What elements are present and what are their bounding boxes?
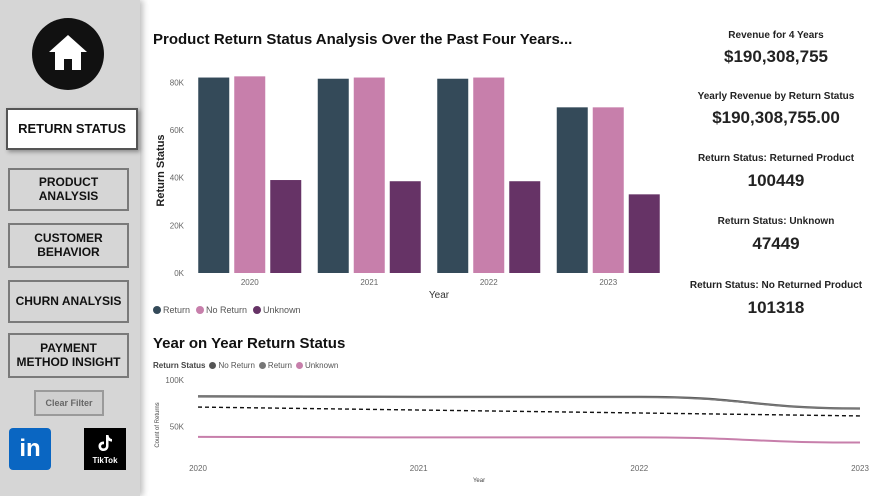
return-status-button[interactable]: RETURN STATUS [6,108,138,150]
bar-no-return-2023 [592,107,624,273]
yoy-x-tick-label: 2022 [630,464,648,473]
yoy-legend-label-no-return: No Return [218,361,255,370]
tiktok-label: TikTok [92,455,118,465]
yoy-return-status-line-chart: Count of Returns 100K 50K 2020 2021 2022 2023 Y… [155,376,869,484]
kpi-value-returned-product: 100449 [747,171,805,190]
linkedin-icon: in [19,435,41,462]
return-status-bar-chart: Return Status 0K 20K 40K 60K 80K 2020 2021 2022 2… [155,76,660,301]
legend-dot-unknown [253,306,262,314]
yoy-chart-legend: Return Status No Return Return Unknown [153,361,338,370]
yoy-y-tick-label: 50K [170,423,185,432]
bar-return-2020 [198,77,230,273]
tiktok-button[interactable]: TikTok [84,428,126,470]
product-analysis-button[interactable]: PRODUCT ANALYSIS [8,168,129,211]
legend-dot-return [153,306,161,314]
return-status-label: RETURN STATUS [18,120,126,136]
main-chart-title: Product Return Status Analysis Over the … [153,31,573,48]
y-tick-label: 20K [170,221,185,230]
y-tick-label: 0K [174,269,184,278]
yoy-legend-dot-unknown [295,362,303,369]
legend-item-unknown[interactable]: Unknown [253,305,301,315]
yoy-legend-dot-no-return [209,362,217,369]
bar-no-return-2021 [353,77,385,273]
bar-no-return-2022 [473,77,505,273]
home-icon [46,30,90,78]
bar-unknown-2020 [270,180,302,273]
yoy-legend-label-unknown: Unknown [304,361,339,370]
x-tick-label: 2023 [599,278,617,287]
kpi-label-revenue-4-years: Revenue for 4 Years [728,30,824,41]
bar-return-2021 [317,78,349,273]
yoy-x-axis-title: Year [473,478,485,484]
yoy-trend-line [197,406,861,417]
legend-item-return[interactable]: Return [153,305,190,315]
yoy-chart-title: Year on Year Return Status [153,335,346,352]
bar-return-2022 [437,78,469,273]
yoy-y-axis-title: Count of Returns [155,402,161,447]
y-axis-title: Return Status [155,134,167,206]
yoy-legend-item-no-return[interactable]: No Return [209,361,255,370]
sidebar-nav: RETURN STATUS PRODUCT ANALYSIS CUSTOMER … [0,0,140,496]
kpi-value-yearly-revenue: $190,308,755.00 [712,108,840,127]
payment-method-button[interactable]: PAYMENT METHOD INSIGHT [8,333,129,378]
churn-analysis-label: CHURN ANALYSIS [15,293,122,308]
bar-unknown-2021 [389,181,421,273]
legend-label-no-return: No Return [206,305,248,315]
yoy-legend-label-return: Return [267,361,292,370]
x-tick-label: 2022 [480,278,498,287]
legend-dot-no-return [196,306,205,314]
product-analysis-label: PRODUCT ANALYSIS [38,174,99,203]
kpi-label-yearly-revenue: Yearly Revenue by Return Status [697,91,855,102]
kpi-label-returned-product: Return Status: Returned Product [697,153,855,164]
churn-analysis-button[interactable]: CHURN ANALYSIS [8,280,129,323]
yoy-x-tick-label: 2023 [851,464,869,473]
clear-filter-label: Clear Filter [45,398,93,408]
yoy-x-tick-label: 2020 [189,464,207,473]
yoy-y-tick-label: 100K [165,376,184,385]
kpi-value-no-returned-product: 101318 [747,298,805,317]
clear-filter-button[interactable]: Clear Filter [34,390,104,416]
payment-method-label: PAYMENT METHOD INSIGHT [16,340,121,369]
y-tick-label: 40K [170,174,185,183]
yoy-line-no-return [197,395,861,410]
legend-item-no-return[interactable]: No Return [196,305,247,315]
bar-chart-legend: Return No Return Unknown [153,305,301,315]
x-axis-title: Year [429,290,450,301]
yoy-line-return [197,396,861,410]
yoy-legend-dot-return [258,362,266,369]
bar-return-2023 [556,107,588,273]
kpi-value-unknown: 47449 [752,234,800,253]
bar-no-return-2020 [234,76,266,274]
yoy-x-tick-label: 2021 [410,464,428,473]
linkedin-button[interactable]: in [9,428,51,470]
kpi-value-revenue-4-years: $190,308,755 [724,47,828,66]
x-tick-label: 2020 [241,278,259,287]
home-button[interactable] [32,18,104,90]
kpi-label-unknown: Return Status: Unknown [717,216,835,227]
yoy-legend-item-unknown[interactable]: Unknown [295,361,339,370]
bar-unknown-2022 [509,181,541,273]
yoy-legend-item-return[interactable]: Return [258,361,292,370]
x-tick-label: 2021 [360,278,378,287]
yoy-legend-title: Return Status [153,361,206,370]
tiktok-icon [97,434,113,456]
legend-label-unknown: Unknown [263,305,301,315]
legend-label-return: Return [163,305,191,315]
y-tick-label: 60K [170,126,185,135]
customer-behavior-button[interactable]: CUSTOMER BEHAVIOR [8,223,129,268]
customer-behavior-label: CUSTOMER BEHAVIOR [34,230,103,259]
y-tick-label: 80K [170,78,185,87]
kpi-label-no-returned-product: Return Status: No Returned Product [689,280,863,291]
bar-unknown-2023 [628,194,660,273]
yoy-line-unknown [197,435,861,444]
